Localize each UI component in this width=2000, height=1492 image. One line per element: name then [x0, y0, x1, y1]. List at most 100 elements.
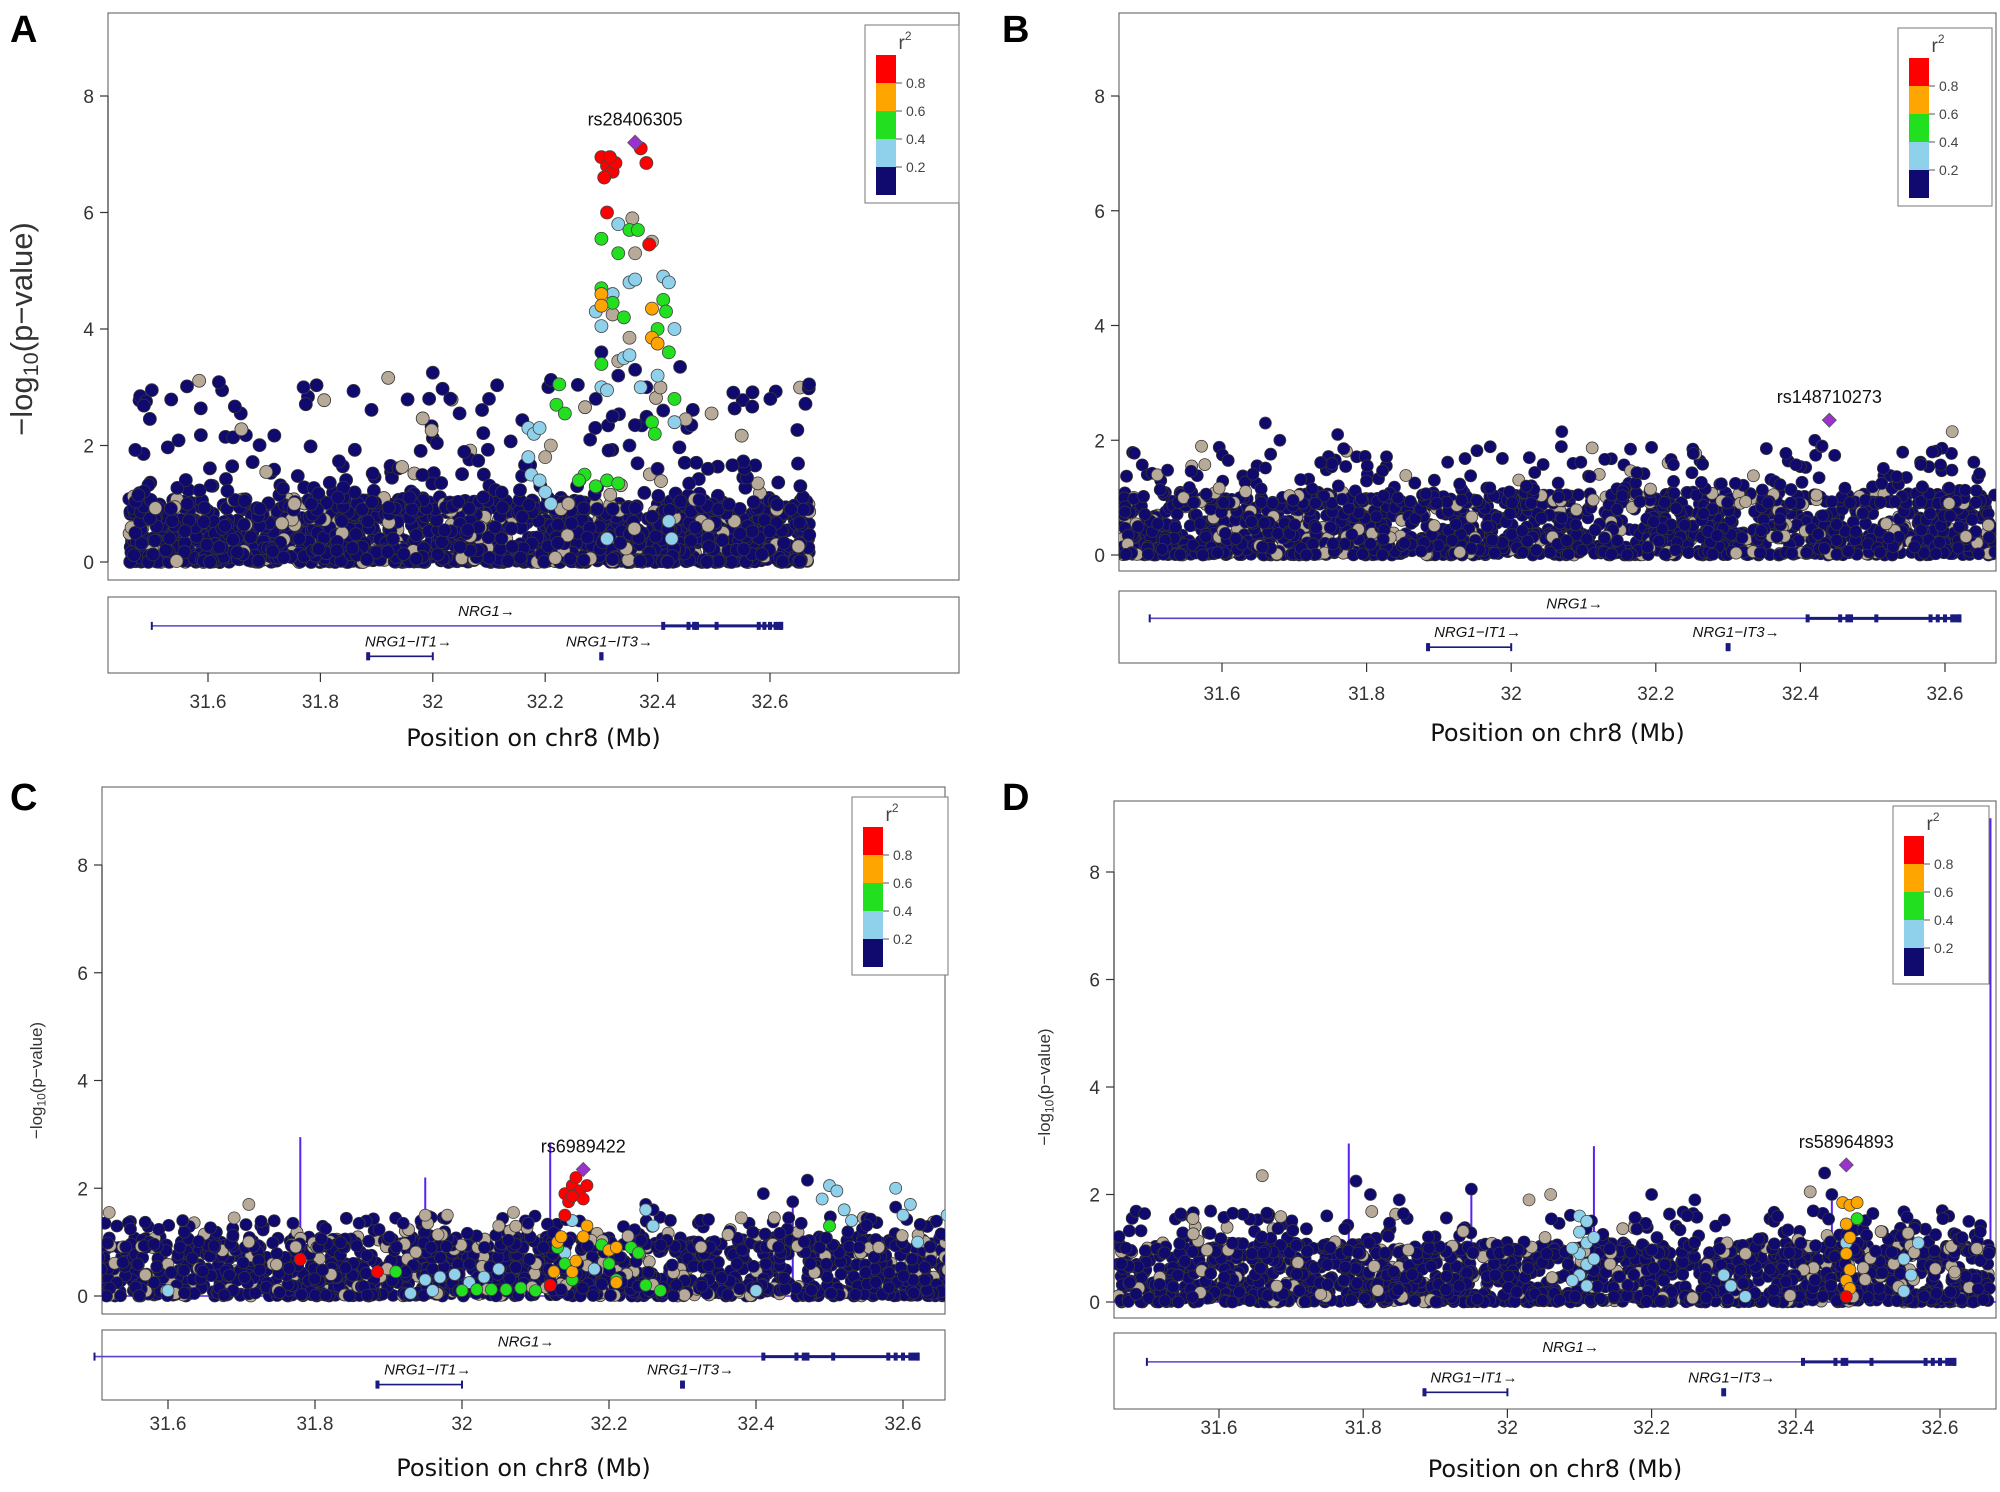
- snp-point: [1945, 463, 1959, 477]
- snp-point: [1131, 520, 1145, 533]
- snp-point: [1294, 473, 1308, 487]
- snp-point: [563, 552, 578, 566]
- snp-point: [1331, 479, 1345, 493]
- snp-point: [331, 490, 345, 505]
- snp-point-highlighted: [605, 409, 620, 424]
- snp-point: [651, 488, 666, 503]
- snp-point: [1610, 503, 1624, 516]
- snp-point: [1624, 442, 1637, 456]
- gene-track-frame: [101, 1329, 946, 1401]
- snp-point: [1398, 536, 1411, 550]
- snp-point: [409, 551, 424, 566]
- snp-point: [169, 554, 184, 568]
- snp-point: [1952, 520, 1966, 534]
- snp-point: [178, 524, 192, 538]
- snp-point: [1729, 546, 1743, 560]
- legend-tick-label: 0.2: [906, 159, 926, 175]
- snp-point: [677, 455, 692, 470]
- snp-point: [1453, 477, 1467, 491]
- snp-point: [177, 545, 192, 559]
- snp-point: [1721, 496, 1734, 510]
- snp-point: [364, 402, 379, 417]
- snp-point: [1151, 517, 1165, 531]
- snp-point-highlighted: [600, 531, 614, 546]
- y-tick-label: 2: [1094, 431, 1105, 452]
- snp-point: [64, 1290, 76, 1302]
- snp-point: [1335, 492, 1349, 506]
- legend-color-band: [1909, 58, 1929, 86]
- snp-point-highlighted: [1815, 439, 1829, 453]
- snp-point-highlighted: [661, 345, 676, 360]
- snp-point: [944, 1240, 945, 1248]
- snp-point: [1706, 547, 1720, 561]
- snp-point: [1495, 452, 1509, 465]
- snp-point-highlighted: [647, 426, 662, 441]
- y-axis-label-prefix: −log: [27, 1106, 46, 1139]
- y-axis-label-suffix: (p−value): [27, 1022, 46, 1093]
- snp-point: [1483, 440, 1497, 454]
- gene-exon: [1726, 643, 1731, 652]
- snp-point: [1212, 481, 1226, 495]
- snp-point: [237, 494, 252, 508]
- r2-legend: r20.80.60.40.2: [864, 24, 960, 204]
- snp-point: [66, 1283, 78, 1295]
- legend-tick-label: 0.6: [906, 103, 926, 119]
- snp-point: [1666, 458, 1680, 471]
- snp-point: [727, 401, 742, 416]
- legend-color-band: [876, 167, 896, 195]
- snp-point: [660, 555, 675, 569]
- snp-point: [735, 393, 750, 408]
- snp-point: [227, 399, 242, 414]
- snp-point: [630, 456, 645, 471]
- snp-point: [163, 501, 178, 516]
- snp-point: [1972, 547, 1986, 561]
- snp-point: [72, 1276, 84, 1288]
- snp-point: [346, 384, 361, 398]
- gene-exon: [773, 621, 778, 630]
- snp-point: [1795, 475, 1809, 489]
- snp-point: [515, 510, 530, 524]
- snp-point: [1686, 447, 1700, 460]
- snp-point: [475, 403, 489, 417]
- snp-point: [142, 412, 157, 426]
- y-tick-label: 6: [77, 964, 88, 985]
- x-tick-label: 32.4: [1782, 684, 1819, 705]
- snp-point: [1694, 475, 1708, 489]
- snp-point: [576, 553, 591, 568]
- snp-point: [1574, 455, 1588, 469]
- snp-point: [1516, 546, 1530, 559]
- snp-point: [1669, 502, 1683, 515]
- snp-point-highlighted: [1331, 428, 1345, 441]
- snp-point: [1644, 482, 1657, 496]
- snp-point: [1908, 540, 1921, 554]
- snp-point: [1288, 518, 1302, 532]
- snp-point: [576, 501, 591, 516]
- snp-point: [1217, 496, 1231, 510]
- snp-point: [1408, 476, 1422, 490]
- snp-point-highlighted: [622, 438, 637, 453]
- snp-point: [64, 1288, 76, 1300]
- panel-letter: B: [1002, 9, 1029, 51]
- snp-point: [1369, 510, 1383, 524]
- snp-point: [726, 385, 741, 400]
- snp-point: [727, 514, 742, 529]
- snp-point: [1580, 532, 1594, 546]
- snp-point: [1825, 495, 1839, 509]
- snp-point: [476, 467, 491, 482]
- snp-point: [84, 1244, 96, 1256]
- y-axis-label-subscript: 10: [34, 1093, 48, 1107]
- snp-point: [633, 554, 648, 569]
- snp-point: [1465, 510, 1479, 524]
- snp-point: [1697, 507, 1710, 520]
- snp-point-highlighted: [425, 365, 440, 380]
- snp-point: [303, 439, 318, 454]
- snp-point-highlighted: [667, 415, 682, 430]
- snp-point: [1753, 546, 1767, 560]
- gene-exon: [1943, 614, 1947, 623]
- snp-point: [1572, 488, 1585, 502]
- x-tick-label: 32: [422, 692, 443, 713]
- snp-point: [1817, 541, 1831, 555]
- snp-point: [505, 539, 520, 554]
